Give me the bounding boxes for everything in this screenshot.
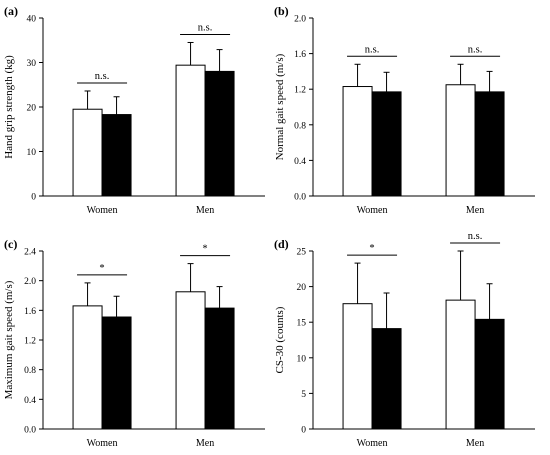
y-tick-label: 5 bbox=[301, 390, 306, 400]
bar-black bbox=[204, 70, 235, 197]
y-tick-label: 1.2 bbox=[24, 337, 36, 347]
y-tick-label: 0.8 bbox=[24, 366, 36, 376]
y-tick-label: 2.4 bbox=[24, 248, 36, 258]
y-tick-label: 0 bbox=[31, 193, 36, 203]
bar-black bbox=[474, 91, 505, 197]
panel-label: (c) bbox=[4, 237, 17, 251]
y-tick-label: 0.0 bbox=[294, 193, 306, 203]
x-category-label: Men bbox=[196, 205, 214, 216]
significance-label: * bbox=[202, 244, 207, 255]
y-axis-label: Maximum gait speed (m/s) bbox=[3, 280, 15, 399]
significance-label: * bbox=[99, 263, 104, 274]
y-axis-label: CS-30 (counts) bbox=[274, 306, 286, 373]
bar-white bbox=[72, 305, 103, 430]
x-category-label: Women bbox=[357, 205, 388, 216]
significance-label: n.s. bbox=[95, 71, 110, 82]
x-category-label: Men bbox=[466, 438, 484, 449]
y-axis-label: Hand grip strength (kg) bbox=[3, 55, 15, 159]
significance-label: n.s. bbox=[468, 231, 483, 242]
x-category-label: Women bbox=[357, 438, 388, 449]
y-tick-label: 0.8 bbox=[294, 121, 306, 131]
y-tick-label: 2.0 bbox=[24, 277, 36, 287]
y-tick-label: 2.0 bbox=[294, 15, 306, 25]
y-tick-label: 15 bbox=[297, 319, 307, 329]
significance-label: n.s. bbox=[365, 44, 380, 55]
bar-black bbox=[371, 328, 402, 430]
bar-black bbox=[204, 307, 235, 430]
panel-label: (b) bbox=[274, 4, 289, 18]
bar-white bbox=[445, 299, 476, 430]
y-axis-label: Normal gait speed (m/s) bbox=[274, 53, 286, 160]
x-category-label: Women bbox=[87, 438, 118, 449]
y-tick-label: 20 bbox=[27, 104, 37, 114]
bar-black bbox=[474, 318, 505, 430]
bar-white bbox=[445, 84, 476, 197]
x-category-label: Women bbox=[87, 205, 118, 216]
y-tick-label: 1.2 bbox=[294, 86, 306, 96]
bar-white bbox=[342, 303, 373, 430]
significance-label: n.s. bbox=[198, 22, 213, 33]
bar-black bbox=[371, 91, 402, 197]
bar-white bbox=[342, 86, 373, 197]
bar-white bbox=[175, 64, 206, 197]
y-tick-label: 10 bbox=[297, 354, 307, 364]
panel-label: (a) bbox=[4, 4, 18, 18]
y-tick-label: 0.0 bbox=[24, 426, 36, 436]
y-tick-label: 10 bbox=[27, 148, 37, 158]
y-tick-label: 30 bbox=[27, 59, 37, 69]
panel-label: (d) bbox=[274, 237, 289, 251]
y-tick-label: 20 bbox=[297, 283, 307, 293]
bar-black bbox=[101, 316, 132, 430]
bar-white bbox=[72, 108, 103, 197]
y-tick-label: 25 bbox=[297, 248, 307, 258]
x-category-label: Men bbox=[196, 438, 214, 449]
significance-label: * bbox=[369, 243, 374, 254]
y-tick-label: 0.4 bbox=[294, 157, 306, 167]
y-tick-label: 0 bbox=[301, 426, 306, 436]
y-tick-label: 1.6 bbox=[294, 50, 306, 60]
y-tick-label: 0.4 bbox=[24, 396, 36, 406]
x-category-label: Men bbox=[466, 205, 484, 216]
y-tick-label: 1.6 bbox=[24, 307, 36, 317]
bar-black bbox=[101, 114, 132, 197]
significance-label: n.s. bbox=[468, 44, 483, 55]
y-tick-label: 40 bbox=[27, 15, 37, 25]
bar-white bbox=[175, 291, 206, 430]
